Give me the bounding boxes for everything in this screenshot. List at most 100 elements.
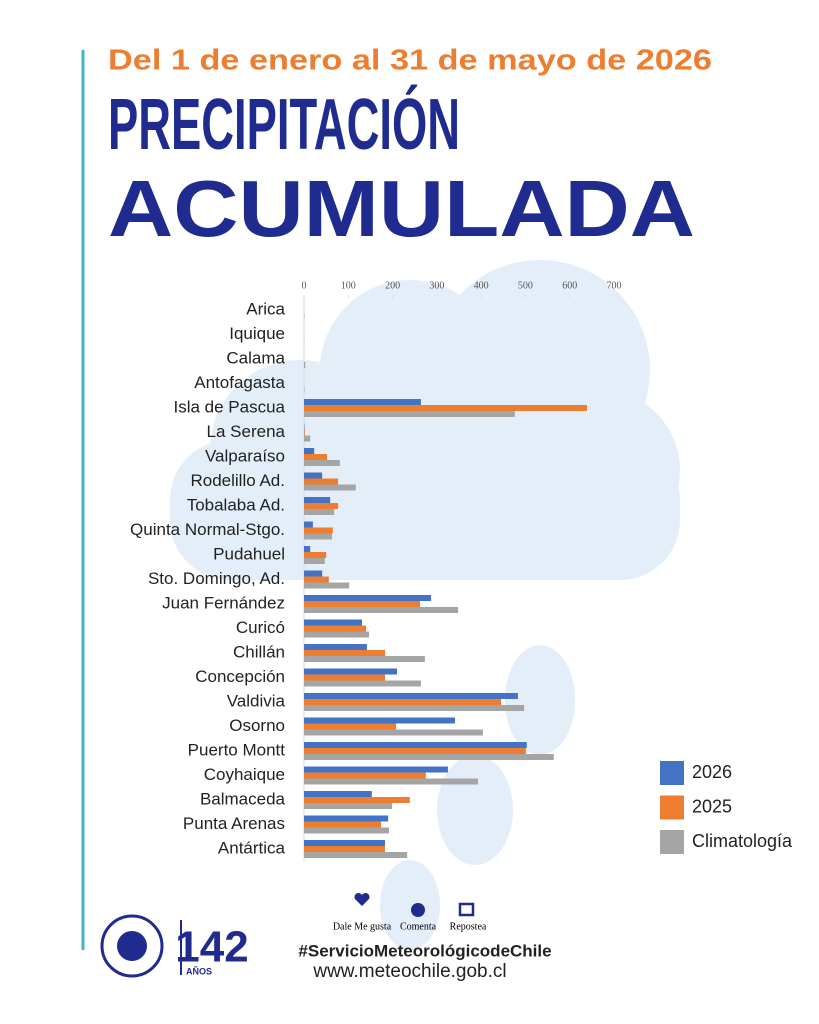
legend-label: Climatología [692,831,793,851]
bar [304,778,479,785]
logo [100,914,182,978]
bar [304,429,305,436]
bar [304,674,386,681]
x-tick-label: 400 [474,280,489,291]
bar [304,472,323,479]
bar [304,680,421,687]
category-label: Concepción [195,667,285,686]
title: PRECIPITACIÓN [108,84,460,165]
bar [304,644,367,650]
bar [304,852,408,858]
category-label: Puerto Montt [188,740,286,759]
x-tick-label: 500 [518,280,533,291]
category-label: Curicó [236,618,285,637]
bar [304,570,323,577]
bar [304,821,382,828]
bar [304,656,425,662]
legend-swatch [660,795,684,820]
hashtag: #ServicioMeteorológicodeChile [298,941,551,960]
bar [304,527,333,534]
bar [304,797,410,803]
years-word: AÑOS [186,966,212,976]
bar [304,484,356,491]
bar [304,533,332,540]
title-2: ACUMULADA [108,164,695,253]
bar [304,435,311,442]
url: www.meteochile.gob.cl [312,961,506,982]
category-label: Calama [226,348,285,367]
bar [304,399,421,405]
bar [304,558,325,564]
category-label: Iquique [229,324,285,343]
bar [304,582,350,589]
bar [304,497,331,503]
bar [304,754,554,760]
x-tick-label: 300 [429,280,444,291]
category-label: Chillán [233,642,285,661]
legend-swatch [660,761,684,785]
category-label: Antofagasta [194,373,285,392]
subtitle: Del 1 de enero al 31 de mayo de 2026 [108,45,712,77]
category-label: Tobalaba Ad. [187,495,285,514]
bar [304,693,518,699]
bar [304,625,366,632]
category-label: Sto. Domingo, Ad. [148,569,285,588]
bar [304,717,456,724]
like-label: Dale Me gusta [333,921,392,932]
bar [304,595,432,601]
category-label: Pudahuel [213,544,285,563]
bar [304,705,525,711]
like-icon [354,892,370,906]
chart: 0 100 200 300 400 500 600 700 Arica Iquique Calama… [130,280,793,858]
category-label: Rodelillo Ad. [190,471,285,490]
bar [304,827,390,834]
bar [304,454,328,460]
bar [304,772,426,779]
bar [304,460,340,466]
bar [304,668,397,675]
bar [304,723,397,730]
x-tick-label: 600 [562,280,577,291]
category-label: Balmaceda [200,789,286,808]
bar [304,362,306,368]
bar [304,601,421,607]
bar [304,803,393,809]
bar [304,546,311,552]
category-label: Coyhaique [204,765,285,784]
bar [304,748,526,754]
years-number: 142 [175,923,248,972]
bar [304,631,370,638]
category-label: Valparaíso [205,446,285,465]
bar [304,729,483,736]
category-label: Arica [246,299,285,318]
category-label: La Serena [207,422,286,441]
bar [304,552,327,558]
category-label: Juan Fernández [162,593,285,612]
bar [304,699,502,705]
bar [304,742,527,748]
bar [304,411,515,417]
category-label: Valdivia [227,691,286,710]
bar [304,846,386,852]
bar [304,791,372,797]
bar [304,619,363,626]
legend-label: 2025 [692,796,732,816]
category-label: Antártica [218,838,286,857]
comment-icon [411,903,425,917]
legend-swatch [660,830,684,854]
x-tick-label: 0 [302,280,307,291]
bar [304,607,459,613]
bar [304,766,448,773]
bar [304,521,313,528]
comment-label: Comenta [400,921,437,932]
bar [304,576,329,583]
category-label: Punta Arenas [183,814,285,833]
bar [304,650,386,656]
bar [304,478,339,485]
repost-icon [458,902,475,917]
bar [304,815,389,822]
bar [304,405,587,411]
category-label: Isla de Pascua [173,397,285,416]
x-tick-label: 200 [385,280,400,291]
